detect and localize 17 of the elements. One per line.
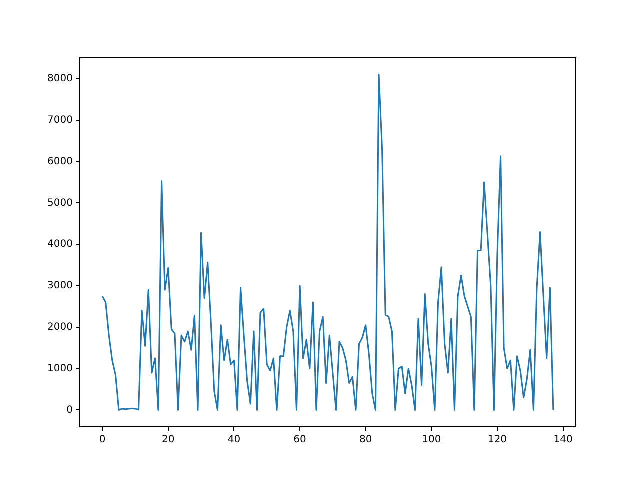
- y-tick-label: 2000: [48, 322, 73, 333]
- y-tick-label: 6000: [48, 156, 73, 168]
- x-tick-label: 20: [162, 434, 175, 446]
- x-tick-label: 40: [228, 434, 241, 446]
- y-tick-label: 5000: [48, 198, 73, 209]
- x-tick-label: 80: [359, 434, 372, 446]
- x-tick-label: 120: [488, 434, 508, 446]
- y-tick-label: 8000: [48, 74, 73, 85]
- y-tick-label: 4000: [48, 239, 73, 250]
- x-tick-label: 0: [99, 434, 106, 446]
- x-tick-label: 60: [294, 434, 306, 446]
- y-tick-label: 7000: [48, 114, 73, 126]
- x-tick-label: 140: [554, 434, 573, 446]
- y-tick-label: 3000: [48, 280, 73, 292]
- y-tick-label: 1000: [48, 363, 73, 374]
- x-tick-label: 100: [422, 434, 442, 446]
- y-tick-label: 0: [66, 404, 73, 416]
